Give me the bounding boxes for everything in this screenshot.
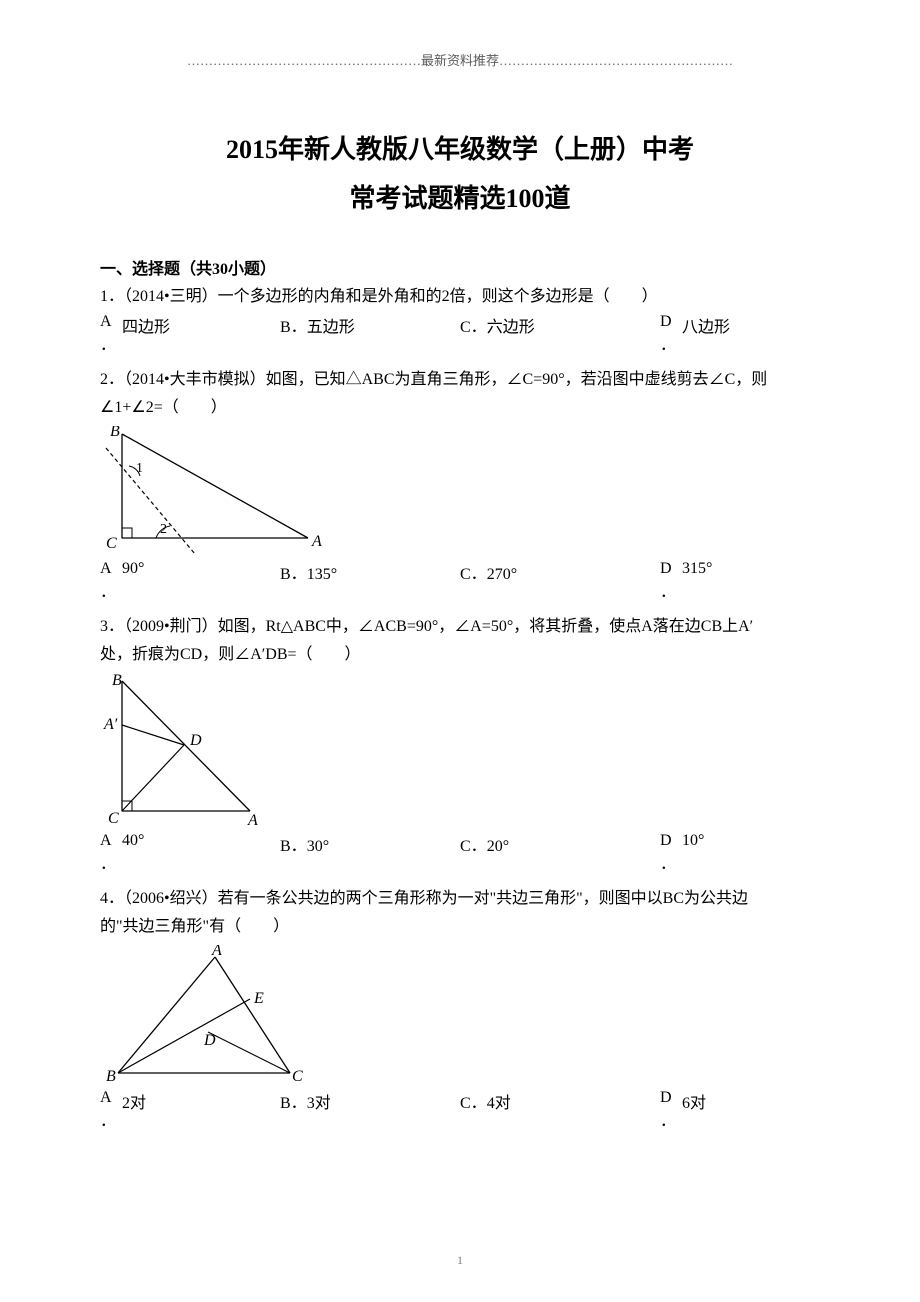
question-3-options: A40° B．30° C．20° D10° <box>100 832 820 856</box>
q3-dot-row: ．． <box>100 862 820 869</box>
q3-option-d-letter: D <box>660 832 682 850</box>
svg-text:D: D <box>203 1032 216 1049</box>
q4-option-c-text: 4对 <box>487 1095 511 1112</box>
question-2-figure: B C A 1 2 <box>100 426 820 556</box>
svg-text:E: E <box>253 990 264 1007</box>
q1-option-a-text: 四边形 <box>122 313 170 337</box>
question-3-figure: B A′ D C A <box>100 673 820 828</box>
q1-option-b-letter: B． <box>280 319 307 336</box>
svg-text:A: A <box>211 945 222 959</box>
q1-option-a-letter: A <box>100 313 122 331</box>
question-2-line2: ∠1+∠2=（ ） <box>100 396 820 420</box>
title-line-1: 2015年新人教版八年级数学（上册）中考 <box>100 129 820 166</box>
q3-option-a-text: 40° <box>122 832 144 850</box>
question-4-options: A2对 B．3对 C．4对 D6对 <box>100 1089 820 1113</box>
question-2-line1: 2．（2014•大丰市模拟）如图，已知△ABC为直角三角形，∠C=90°，若沿图… <box>100 368 820 392</box>
q3-option-c-text: 20° <box>487 838 509 855</box>
q1-option-d-text: 八边形 <box>682 313 730 337</box>
svg-text:A: A <box>311 533 322 550</box>
q3-option-d-text: 10° <box>682 832 704 850</box>
svg-text:2: 2 <box>160 522 167 537</box>
page-number: 1 <box>0 1253 920 1268</box>
q3-option-c-letter: C． <box>460 838 487 855</box>
q2-option-c-letter: C． <box>460 566 487 583</box>
question-2-options: A90° B．135° C．270° D315° <box>100 560 820 584</box>
q4-option-d-text: 6对 <box>682 1089 706 1113</box>
question-3-line2: 处，折痕为CD，则∠A′DB=（ ） <box>100 643 820 667</box>
svg-text:C: C <box>292 1068 303 1085</box>
q2-option-b-text: 135° <box>307 566 337 583</box>
question-1-text: 1．（2014•三明）一个多边形的内角和是外角和的2倍，则这个多边形是（ ） <box>100 285 820 309</box>
q2-dot-row: ．． <box>100 590 820 597</box>
svg-text:A: A <box>247 812 258 828</box>
question-4-line2: 的"共边三角形"有（ ） <box>100 915 820 939</box>
q4-option-c-letter: C． <box>460 1095 487 1112</box>
question-1-options: A四边形 B．五边形 C．六边形 D八边形 <box>100 313 820 337</box>
svg-text:C: C <box>108 810 119 827</box>
section-heading: 一、选择题（共30小题） <box>100 255 820 279</box>
q4-option-b-letter: B． <box>280 1095 307 1112</box>
q2-option-a-letter: A <box>100 560 122 578</box>
svg-text:D: D <box>189 732 202 749</box>
svg-text:A′: A′ <box>103 716 118 733</box>
q4-option-a-text: 2对 <box>122 1089 146 1113</box>
q1-option-d-letter: D <box>660 313 682 331</box>
svg-text:B: B <box>112 673 122 689</box>
svg-text:B: B <box>110 426 120 440</box>
svg-text:1: 1 <box>136 461 143 476</box>
q4-option-b-text: 3对 <box>307 1095 331 1112</box>
header-dotted-line: ………………………………………………最新资料推荐…………………………………………… <box>100 50 820 69</box>
q1-option-b-text: 五边形 <box>307 319 355 336</box>
q4-dot-row: ．． <box>100 1119 820 1126</box>
q2-option-d-text: 315° <box>682 560 712 578</box>
q2-option-a-text: 90° <box>122 560 144 578</box>
question-4-figure: A E D B C <box>100 945 820 1085</box>
q3-option-a-letter: A <box>100 832 122 850</box>
q3-option-b-letter: B． <box>280 838 307 855</box>
svg-text:B: B <box>106 1068 116 1085</box>
q2-option-d-letter: D <box>660 560 682 578</box>
q1-option-c-text: 六边形 <box>487 319 535 336</box>
title-line-2: 常考试题精选100道 <box>100 178 820 215</box>
q1-dot-row: ．． <box>100 343 820 350</box>
q1-option-c-letter: C． <box>460 319 487 336</box>
q2-option-b-letter: B． <box>280 566 307 583</box>
question-3-line1: 3．（2009•荆门）如图，Rt△ABC中，∠ACB=90°，∠A=50°，将其… <box>100 615 820 639</box>
q2-option-c-text: 270° <box>487 566 517 583</box>
q4-option-d-letter: D <box>660 1089 682 1107</box>
svg-text:C: C <box>106 535 117 552</box>
q3-option-b-text: 30° <box>307 838 329 855</box>
q4-option-a-letter: A <box>100 1089 122 1107</box>
question-4-line1: 4．（2006•绍兴）若有一条公共边的两个三角形称为一对"共边三角形"，则图中以… <box>100 887 820 911</box>
